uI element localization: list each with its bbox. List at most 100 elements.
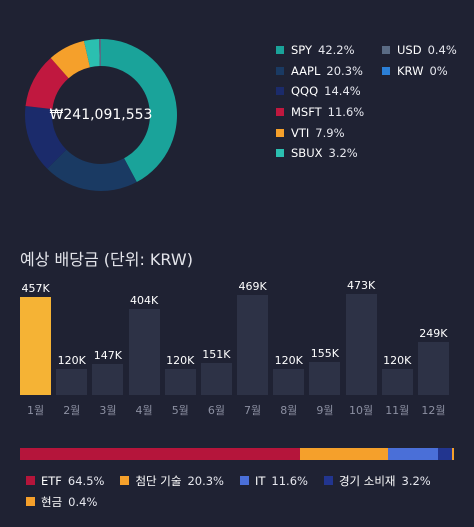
sector-name: ETF <box>41 473 62 488</box>
donut-slice-msft <box>25 57 69 110</box>
sector-item-tech: 첨단 기술 20.3% <box>120 473 224 489</box>
month-label: 7월 <box>244 404 262 417</box>
legend-swatch <box>276 128 284 137</box>
legend-swatch <box>276 46 284 55</box>
legend-ticker: SBUX <box>291 146 323 161</box>
allocation-donut-chart: ₩241,091,553 <box>24 38 178 192</box>
sector-segment <box>388 448 439 460</box>
legend-percent: 7.9% <box>315 125 345 140</box>
sector-legend-row-1: ETF 64.5% 첨단 기술 20.3% IT 11.6% 경기 소비재 3.2% <box>26 470 466 491</box>
legend-item-usd: USD 0.4% <box>382 40 457 61</box>
sector-swatch <box>120 476 130 485</box>
legend-item-qqq: QQQ 14.4% <box>276 81 364 102</box>
dividend-bar-value-label: 120K <box>383 354 412 368</box>
sector-allocation-bar <box>20 448 454 460</box>
dividend-section-title: 예상 배당금 (단위: KRW) <box>20 250 193 269</box>
holdings-legend-column-1: SPY 42.2% AAPL 20.3% QQQ 14.4% MSFT 11.6% VT… <box>276 40 364 164</box>
dividend-bar-value-label: 120K <box>166 354 195 368</box>
legend-swatch <box>382 66 390 75</box>
dividend-bar-11월[interactable] <box>381 369 413 395</box>
sector-item-cash: 현금 0.4% <box>26 494 97 510</box>
dividend-bar-3월[interactable] <box>92 363 124 395</box>
sector-swatch <box>26 476 35 485</box>
month-label: 1월 <box>27 404 45 417</box>
legend-swatch <box>276 87 284 96</box>
legend-item-msft: MSFT 11.6% <box>276 102 364 123</box>
sector-percent: 20.3% <box>187 473 224 488</box>
dividend-bar-value-label: 249K <box>419 326 448 340</box>
sector-percent: 0.4% <box>68 494 98 509</box>
sector-item-it: IT 11.6% <box>239 473 308 488</box>
month-label: 2월 <box>63 404 81 417</box>
dividend-bar-value-label: 147K <box>93 348 123 362</box>
sector-segment <box>452 448 454 460</box>
sector-percent: 64.5% <box>67 473 105 488</box>
donut-slice-qqq <box>24 105 67 169</box>
legend-ticker: USD <box>397 43 422 58</box>
sector-name: 첨단 기술 <box>135 473 182 488</box>
legend-percent: 0% <box>429 63 448 78</box>
sector-name: 경기 소비재 <box>338 473 396 488</box>
legend-item-aapl: AAPL 20.3% <box>276 61 364 82</box>
donut-slice-vti <box>50 40 91 79</box>
legend-percent: 14.4% <box>324 84 361 99</box>
dividend-bar-value-label: 469K <box>238 279 267 293</box>
sector-swatch <box>323 476 333 485</box>
dividend-month-axis: 1월 2월 3월 4월 5월 6월 7월 8월 9월 10월 11월 12월 <box>20 402 454 418</box>
dividend-bar-4월[interactable] <box>128 308 160 395</box>
sector-legend-row-2: 현금 0.4% <box>26 491 466 512</box>
legend-ticker: QQQ <box>291 84 319 99</box>
legend-item-spy: SPY 42.2% <box>276 40 364 61</box>
legend-item-sbux: SBUX 3.2% <box>276 143 364 164</box>
dividend-bar-8월[interactable] <box>273 369 305 395</box>
dividend-bar-6월[interactable] <box>200 362 232 395</box>
sector-segment <box>20 448 300 460</box>
sector-swatch <box>239 476 249 485</box>
sector-segment <box>299 448 389 460</box>
holdings-legend-column-2: USD 0.4% KRW 0% <box>382 40 457 81</box>
dividend-bar-1월[interactable] <box>20 297 52 395</box>
dividend-bar-value-label: 473K <box>346 278 376 292</box>
sector-percent: 3.2% <box>401 473 431 488</box>
month-label: 11월 <box>385 404 410 417</box>
donut-slice-usd <box>99 39 101 67</box>
legend-ticker: SPY <box>291 43 313 58</box>
legend-swatch <box>276 149 284 158</box>
sector-item-consumer: 경기 소비재 3.2% <box>323 473 431 489</box>
legend-percent: 20.3% <box>326 63 363 78</box>
dividend-bar-9월[interactable] <box>309 361 341 395</box>
legend-ticker: MSFT <box>291 105 322 120</box>
dividend-bar-value-label: 404K <box>129 293 159 307</box>
dividend-bar-chart: 457K 120K 147K 404K 120K 151K 469K 120K 155K 473K… <box>20 270 454 395</box>
dividend-bar-value-label: 155K <box>310 346 340 360</box>
legend-item-vti: VTI 7.9% <box>276 122 364 143</box>
month-label: 8월 <box>280 404 298 417</box>
sector-swatch <box>26 497 35 506</box>
sector-name: 현금 <box>41 494 63 509</box>
dividend-bar-2월[interactable] <box>56 369 88 395</box>
legend-ticker: AAPL <box>291 63 321 78</box>
legend-ticker: VTI <box>291 125 310 140</box>
legend-swatch <box>276 66 284 75</box>
legend-swatch <box>382 46 390 55</box>
donut-slice-aapl <box>47 149 137 191</box>
sector-percent: 11.6% <box>271 473 308 488</box>
month-label: 9월 <box>316 404 334 417</box>
sector-item-etf: ETF 64.5% <box>26 474 104 488</box>
portfolio-total-value: ₩241,091,553 <box>49 107 153 123</box>
legend-ticker: KRW <box>397 63 424 78</box>
dividend-bar-10월[interactable] <box>345 293 377 395</box>
month-label: 5월 <box>171 404 189 417</box>
dividend-bar-7월[interactable] <box>237 294 269 395</box>
dividend-bar-value-label: 120K <box>57 354 86 368</box>
dividend-bar-value-label: 151K <box>202 347 231 361</box>
legend-percent: 3.2% <box>328 146 358 161</box>
donut-svg <box>24 39 178 191</box>
month-label: 10월 <box>349 404 374 417</box>
month-label: 3월 <box>99 404 117 417</box>
dividend-bar-12월[interactable] <box>417 341 449 395</box>
dividend-bar-value-label: 120K <box>274 354 303 368</box>
sector-name: IT <box>254 473 266 488</box>
dividend-bar-5월[interactable] <box>164 369 196 395</box>
legend-percent: 11.6% <box>327 105 365 120</box>
